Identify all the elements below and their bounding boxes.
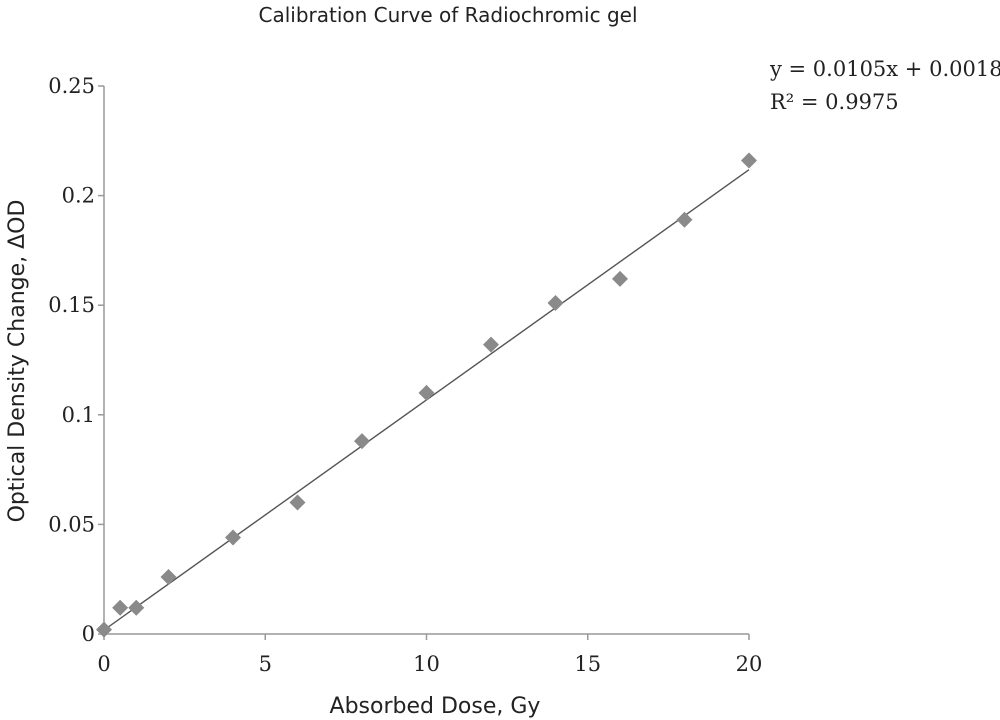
x-tick-label: 20 <box>736 652 763 676</box>
axes <box>103 86 749 635</box>
y-axis-label: Optical Density Change, ΔOD <box>5 200 30 523</box>
y-tick-label: 0.15 <box>48 293 95 317</box>
x-tick-label: 10 <box>413 652 440 676</box>
x-ticks: 0 5 10 15 20 <box>97 634 762 676</box>
data-point <box>418 384 435 401</box>
data-point <box>128 599 145 616</box>
data-point <box>676 211 693 228</box>
data-points <box>96 152 757 638</box>
data-point <box>96 621 112 638</box>
y-tick-label: 0 <box>82 622 95 646</box>
r-squared-label: R² = 0.9975 <box>770 90 899 114</box>
x-tick-label: 0 <box>97 652 110 676</box>
x-tick-label: 15 <box>574 652 601 676</box>
data-point <box>547 295 564 312</box>
data-point <box>289 494 306 511</box>
data-point <box>612 270 628 287</box>
data-point <box>112 599 129 616</box>
y-tick-label: 0.05 <box>48 512 95 536</box>
chart-title: Calibration Curve of Radiochromic gel <box>258 3 637 27</box>
x-tick-label: 5 <box>259 652 272 676</box>
data-point <box>483 336 499 353</box>
y-tick-label: 0.25 <box>48 74 95 98</box>
y-ticks: 0 0.05 0.1 0.15 0.2 0.25 <box>48 74 104 646</box>
y-tick-label: 0.2 <box>62 184 95 208</box>
trendline-equation: y = 0.0105x + 0.0018 <box>769 57 1000 81</box>
data-point <box>225 529 241 546</box>
x-axis-label: Absorbed Dose, Gy <box>330 694 541 719</box>
data-point <box>741 152 757 169</box>
y-tick-label: 0.1 <box>62 403 95 427</box>
data-point <box>160 569 177 586</box>
data-point <box>354 433 370 450</box>
